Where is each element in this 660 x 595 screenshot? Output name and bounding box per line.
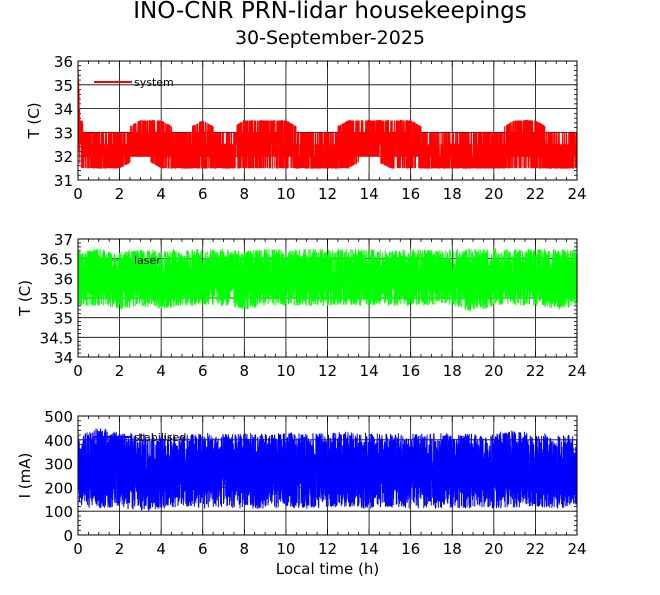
plot-frame <box>77 415 578 536</box>
y-axis-label: T (C) <box>16 280 34 317</box>
x-tick-label: 16 <box>401 540 420 558</box>
legend-label: laser <box>134 254 161 267</box>
y-axis-label: I (mA) <box>16 453 34 499</box>
y-tick-label: 35 <box>54 77 73 95</box>
x-tick-label: 2 <box>115 362 125 380</box>
x-tick-label: 22 <box>526 540 545 558</box>
x-tick-label: 20 <box>484 185 503 203</box>
x-tick-label: 14 <box>360 185 379 203</box>
x-tick-label: 12 <box>318 362 337 380</box>
x-tick-label: 0 <box>73 540 83 558</box>
series-system <box>77 69 578 170</box>
x-tick-label: 12 <box>318 185 337 203</box>
series-line <box>77 247 578 312</box>
x-tick-label: 6 <box>198 540 208 558</box>
y-tick-label: 33 <box>54 124 73 142</box>
x-tick-label: 0 <box>73 185 83 203</box>
legend: stabilised <box>94 431 186 444</box>
x-tick-label: 14 <box>360 362 379 380</box>
x-tick-label: 8 <box>240 540 250 558</box>
x-tick-label: 22 <box>526 185 545 203</box>
legend: system <box>94 76 174 89</box>
y-tick-label: 400 <box>44 432 73 450</box>
plot-frame <box>77 238 578 358</box>
x-tick-label: 10 <box>276 185 295 203</box>
y-tick-label: 34.5 <box>40 329 73 347</box>
y-tick-label: 200 <box>44 479 73 497</box>
y-tick-label: 35.5 <box>40 290 73 308</box>
x-tick-label: 2 <box>115 540 125 558</box>
series-laser <box>77 247 578 312</box>
plot-frame <box>77 60 578 181</box>
series-stabilised <box>77 428 578 511</box>
y-tick-label: 36.5 <box>40 251 73 269</box>
x-tick-label: 8 <box>240 185 250 203</box>
x-axis-label: Local time (h) <box>276 560 380 578</box>
x-tick-label: 14 <box>360 540 379 558</box>
figure-subtitle: 30-September-2025 <box>234 27 426 49</box>
x-tick-label: 4 <box>156 362 166 380</box>
x-tick-label: 6 <box>198 185 208 203</box>
x-tick-label: 8 <box>240 362 250 380</box>
y-tick-label: 34 <box>54 349 73 367</box>
x-tick-label: 16 <box>401 185 420 203</box>
y-tick-label: 100 <box>44 503 73 521</box>
x-tick-label: 18 <box>443 362 462 380</box>
y-axis-label: T (C) <box>25 102 43 139</box>
y-tick-label: 36 <box>54 53 73 71</box>
legend: laser <box>94 254 161 267</box>
x-tick-label: 0 <box>73 362 83 380</box>
y-tick-label: 37 <box>54 231 73 249</box>
x-tick-label: 24 <box>567 362 586 380</box>
x-tick-label: 24 <box>567 540 586 558</box>
y-tick-label: 35 <box>54 310 73 328</box>
x-tick-label: 4 <box>156 185 166 203</box>
x-tick-label: 16 <box>401 362 420 380</box>
series-line <box>77 428 578 511</box>
y-tick-label: 0 <box>63 527 73 545</box>
series-line <box>77 69 578 170</box>
x-tick-label: 10 <box>276 540 295 558</box>
x-tick-label: 4 <box>156 540 166 558</box>
y-tick-label: 300 <box>44 456 73 474</box>
x-tick-label: 20 <box>484 540 503 558</box>
x-tick-label: 18 <box>443 185 462 203</box>
x-tick-label: 10 <box>276 362 295 380</box>
x-tick-label: 2 <box>115 185 125 203</box>
y-tick-label: 36 <box>54 270 73 288</box>
x-tick-label: 22 <box>526 362 545 380</box>
x-tick-label: 12 <box>318 540 337 558</box>
y-tick-label: 500 <box>44 408 73 426</box>
x-tick-label: 6 <box>198 362 208 380</box>
y-tick-label: 34 <box>54 101 73 119</box>
figure-title: INO-CNR PRN-lidar housekeepings <box>133 0 527 24</box>
x-tick-label: 20 <box>484 362 503 380</box>
legend-label: system <box>134 76 174 89</box>
y-tick-label: 32 <box>54 148 73 166</box>
x-tick-label: 18 <box>443 540 462 558</box>
y-tick-label: 31 <box>54 172 73 190</box>
x-tick-label: 24 <box>567 185 586 203</box>
legend-label: stabilised <box>134 431 186 444</box>
